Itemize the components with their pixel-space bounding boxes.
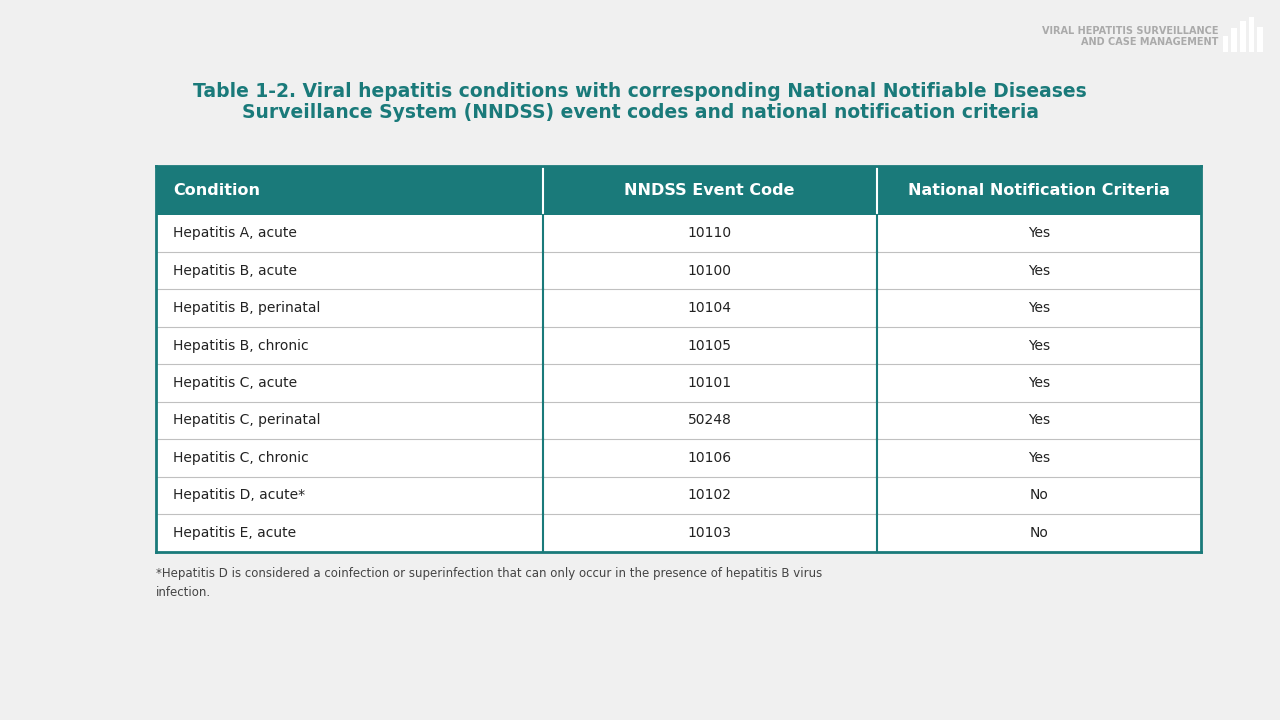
Text: Yes: Yes	[1028, 338, 1050, 353]
Text: Hepatitis E, acute: Hepatitis E, acute	[173, 526, 296, 540]
Text: No: No	[1029, 488, 1048, 503]
Text: Yes: Yes	[1028, 226, 1050, 240]
Bar	[1231, 28, 1236, 52]
Text: Condition: Condition	[173, 183, 260, 197]
Text: NNDSS Event Code: NNDSS Event Code	[625, 183, 795, 197]
Text: 10102: 10102	[687, 488, 732, 503]
Text: 10105: 10105	[687, 338, 732, 353]
Text: 10101: 10101	[687, 376, 732, 390]
Text: Hepatitis C, acute: Hepatitis C, acute	[173, 376, 297, 390]
Text: Table 1-2. Viral hepatitis conditions with corresponding National Notifiable Dis: Table 1-2. Viral hepatitis conditions wi…	[193, 82, 1087, 101]
Text: Hepatitis B, perinatal: Hepatitis B, perinatal	[173, 301, 320, 315]
Bar	[1240, 21, 1245, 52]
Text: Yes: Yes	[1028, 301, 1050, 315]
Text: 10110: 10110	[687, 226, 732, 240]
Bar	[1249, 17, 1254, 52]
Text: VIRAL HEPATITIS SURVEILLANCE: VIRAL HEPATITIS SURVEILLANCE	[1042, 26, 1219, 36]
Text: National Notification Criteria: National Notification Criteria	[908, 183, 1170, 197]
Text: Hepatitis B, chronic: Hepatitis B, chronic	[173, 338, 308, 353]
Text: 10104: 10104	[687, 301, 732, 315]
Text: Surveillance System (NNDSS) event codes and national notification criteria: Surveillance System (NNDSS) event codes …	[242, 103, 1038, 122]
Bar	[1222, 36, 1229, 52]
Text: Yes: Yes	[1028, 413, 1050, 428]
Text: Yes: Yes	[1028, 376, 1050, 390]
Text: Hepatitis C, perinatal: Hepatitis C, perinatal	[173, 413, 320, 428]
Text: No: No	[1029, 526, 1048, 540]
Text: 10106: 10106	[687, 451, 732, 465]
Text: Yes: Yes	[1028, 264, 1050, 278]
Text: Hepatitis D, acute*: Hepatitis D, acute*	[173, 488, 305, 503]
Bar	[1257, 27, 1263, 52]
Text: AND CASE MANAGEMENT: AND CASE MANAGEMENT	[1082, 37, 1219, 48]
Text: 10100: 10100	[687, 264, 732, 278]
Text: Hepatitis C, chronic: Hepatitis C, chronic	[173, 451, 308, 465]
Text: *Hepatitis D is considered a coinfection or superinfection that can only occur i: *Hepatitis D is considered a coinfection…	[156, 567, 823, 599]
Text: Yes: Yes	[1028, 451, 1050, 465]
Text: 10103: 10103	[687, 526, 732, 540]
Text: 50248: 50248	[687, 413, 732, 428]
Text: Hepatitis B, acute: Hepatitis B, acute	[173, 264, 297, 278]
Text: Hepatitis A, acute: Hepatitis A, acute	[173, 226, 297, 240]
